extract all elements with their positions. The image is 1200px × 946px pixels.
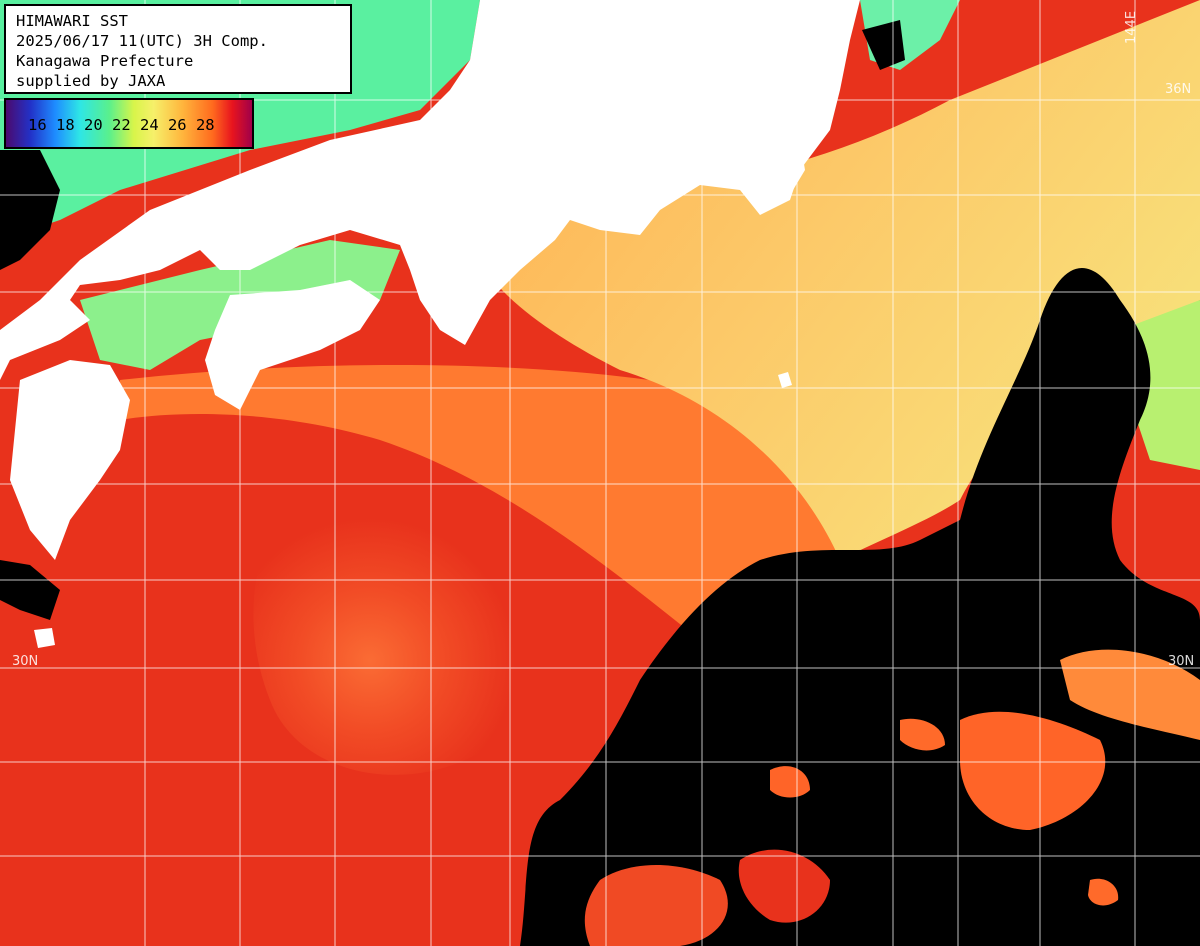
colorbar-labels: 16 18 20 22 24 26 28 <box>28 116 215 134</box>
provider-prefecture: Kanagawa Prefecture <box>16 52 194 70</box>
cloud-tohoku <box>862 20 905 70</box>
land-boso <box>770 140 805 195</box>
timestamp: 2025/06/17 11(UTC) 3H Comp. <box>16 32 268 50</box>
warm-patch-2 <box>1060 649 1200 740</box>
warm-patch-4 <box>738 849 830 923</box>
kuroshio-band <box>120 365 860 640</box>
land-izu-island <box>778 372 792 388</box>
warm-patch-6 <box>900 718 945 751</box>
cloud-kyushu <box>0 560 60 620</box>
lat-label-36n: 36N <box>1165 82 1192 97</box>
cloud-northwest <box>0 150 60 270</box>
land-tanegashima <box>34 628 55 648</box>
product-title: HIMAWARI SST <box>16 12 128 30</box>
lat-label-30n-right: 30N <box>1168 654 1195 669</box>
lon-label-144e: 144E <box>1124 10 1139 44</box>
temperature-colorbar: 16 18 20 22 24 26 28 <box>4 98 254 149</box>
land-shikoku <box>205 280 380 410</box>
warm-patch-5 <box>770 766 810 798</box>
credit: supplied by JAXA <box>16 72 166 90</box>
lat-label-30n-left: 30N <box>12 654 39 669</box>
land-honshu <box>0 0 860 380</box>
warm-patch-1 <box>960 711 1106 830</box>
warm-patch-7 <box>1088 878 1119 906</box>
eddy <box>253 489 545 775</box>
info-box: HIMAWARI SST 2025/06/17 11(UTC) 3H Comp.… <box>4 4 352 94</box>
warm-patch-3 <box>584 865 728 946</box>
lon-label-136e: 136E <box>486 6 501 40</box>
land-kyushu <box>10 360 130 560</box>
